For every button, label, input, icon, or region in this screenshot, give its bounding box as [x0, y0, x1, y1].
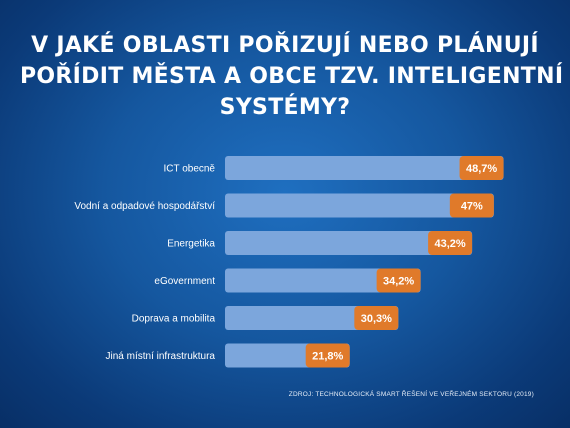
value-box — [354, 306, 399, 330]
value-box — [459, 156, 504, 180]
source-note: ZDROJ: TECHNOLOGICKÁ SMART ŘEŠENÍ VE VEŘ… — [288, 391, 534, 398]
bar-row: Vodní a odpadové hospodářství 47% — [74, 193, 494, 218]
bar — [225, 231, 473, 255]
category-label: eGovernment — [154, 276, 215, 287]
value-label: 43,2% — [435, 238, 466, 250]
value-label: 30,3% — [361, 313, 392, 325]
value-box — [376, 268, 421, 293]
bar — [225, 268, 421, 293]
chart-title: V JAKÉ OBLASTI POŘIZUJÍ NEBO PLÁNUJÍ POŘ… — [20, 30, 564, 123]
bar-row: Energetika 43,2% — [167, 231, 473, 255]
category-label: Doprava a mobilita — [132, 314, 216, 325]
chart-title-line-1: V JAKÉ OBLASTI POŘIZUJÍ NEBO PLÁNUJÍ — [31, 33, 539, 58]
bar-row: ICT obecně 48,7% — [163, 156, 504, 180]
value-label: 34,2% — [383, 276, 414, 288]
bar-row: eGovernment 34,2% — [154, 268, 421, 293]
bar-row: Doprava a mobilita 30,3% — [132, 306, 399, 330]
value-label: 21,8% — [312, 351, 343, 363]
chart-title-line-2: POŘÍDIT MĚSTA A OBCE TZV. INTELIGENTNÍ — [20, 64, 564, 89]
category-label: Jiná místní infrastruktura — [106, 351, 216, 362]
category-label: Vodní a odpadové hospodářství — [74, 201, 215, 212]
bar — [225, 193, 494, 218]
value-box — [449, 193, 494, 218]
value-label: 48,7% — [466, 163, 497, 175]
chart-title-line-3: SYSTÉMY? — [219, 95, 351, 120]
value-label: 47% — [461, 201, 483, 213]
category-label: ICT obecně — [163, 164, 215, 175]
bar — [225, 156, 504, 180]
bar-row: Jiná místní infrastruktura 21,8% — [106, 343, 350, 368]
category-label: Energetika — [167, 239, 215, 250]
value-box — [428, 231, 473, 255]
value-box — [305, 343, 350, 368]
